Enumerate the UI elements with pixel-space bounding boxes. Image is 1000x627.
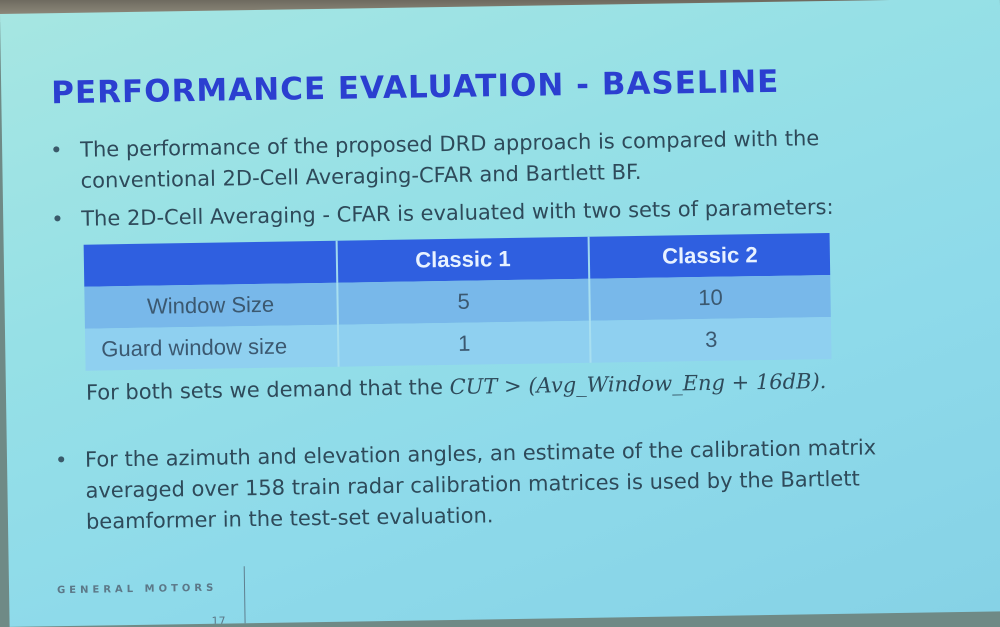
table-cell: 10 [589,274,831,321]
bullet-text: For the azimuth and elevation angles, an… [84,435,877,534]
bullet-text: The 2D-Cell Averaging - CFAR is evaluate… [81,194,834,231]
table-cell: 1 [337,320,591,367]
bullet-dot: • [51,207,64,232]
table-header-cell [83,240,338,287]
bullet-dot: • [54,447,68,473]
table-cell: Guard window size [84,324,339,371]
slide-title: PERFORMANCE EVALUATION - BASELINE [50,63,780,112]
table-cell: Window Size [84,282,338,329]
general-motors-logo: GENERAL MOTORS [56,582,218,597]
bullet-item: • For the azimuth and elevation angles, … [55,431,936,538]
note-prefix: For both sets we demand that the [85,374,450,405]
table-cell: 3 [589,316,832,363]
bullet-text: The performance of the proposed DRD appr… [79,126,820,193]
bullet-item: • The 2D-Cell Averaging - CFAR is evalua… [51,190,931,235]
threshold-note: For both sets we demand that the CUT > (… [86,369,827,405]
footer-divider [243,566,246,627]
cfar-parameters-table: Classic 1 Classic 2 Window Size 5 10 Gua… [83,232,832,371]
bullet-dot: • [49,138,63,163]
table-header-cell: Classic 2 [588,232,831,279]
page-number: 17 [211,614,226,627]
bullet-item: • The performance of the proposed DRD ap… [50,121,931,197]
table-header-cell: Classic 1 [336,236,590,283]
table-cell: 5 [337,278,590,325]
note-formula: CUT > (Avg_Window_Eng + 16dB). [449,369,827,399]
